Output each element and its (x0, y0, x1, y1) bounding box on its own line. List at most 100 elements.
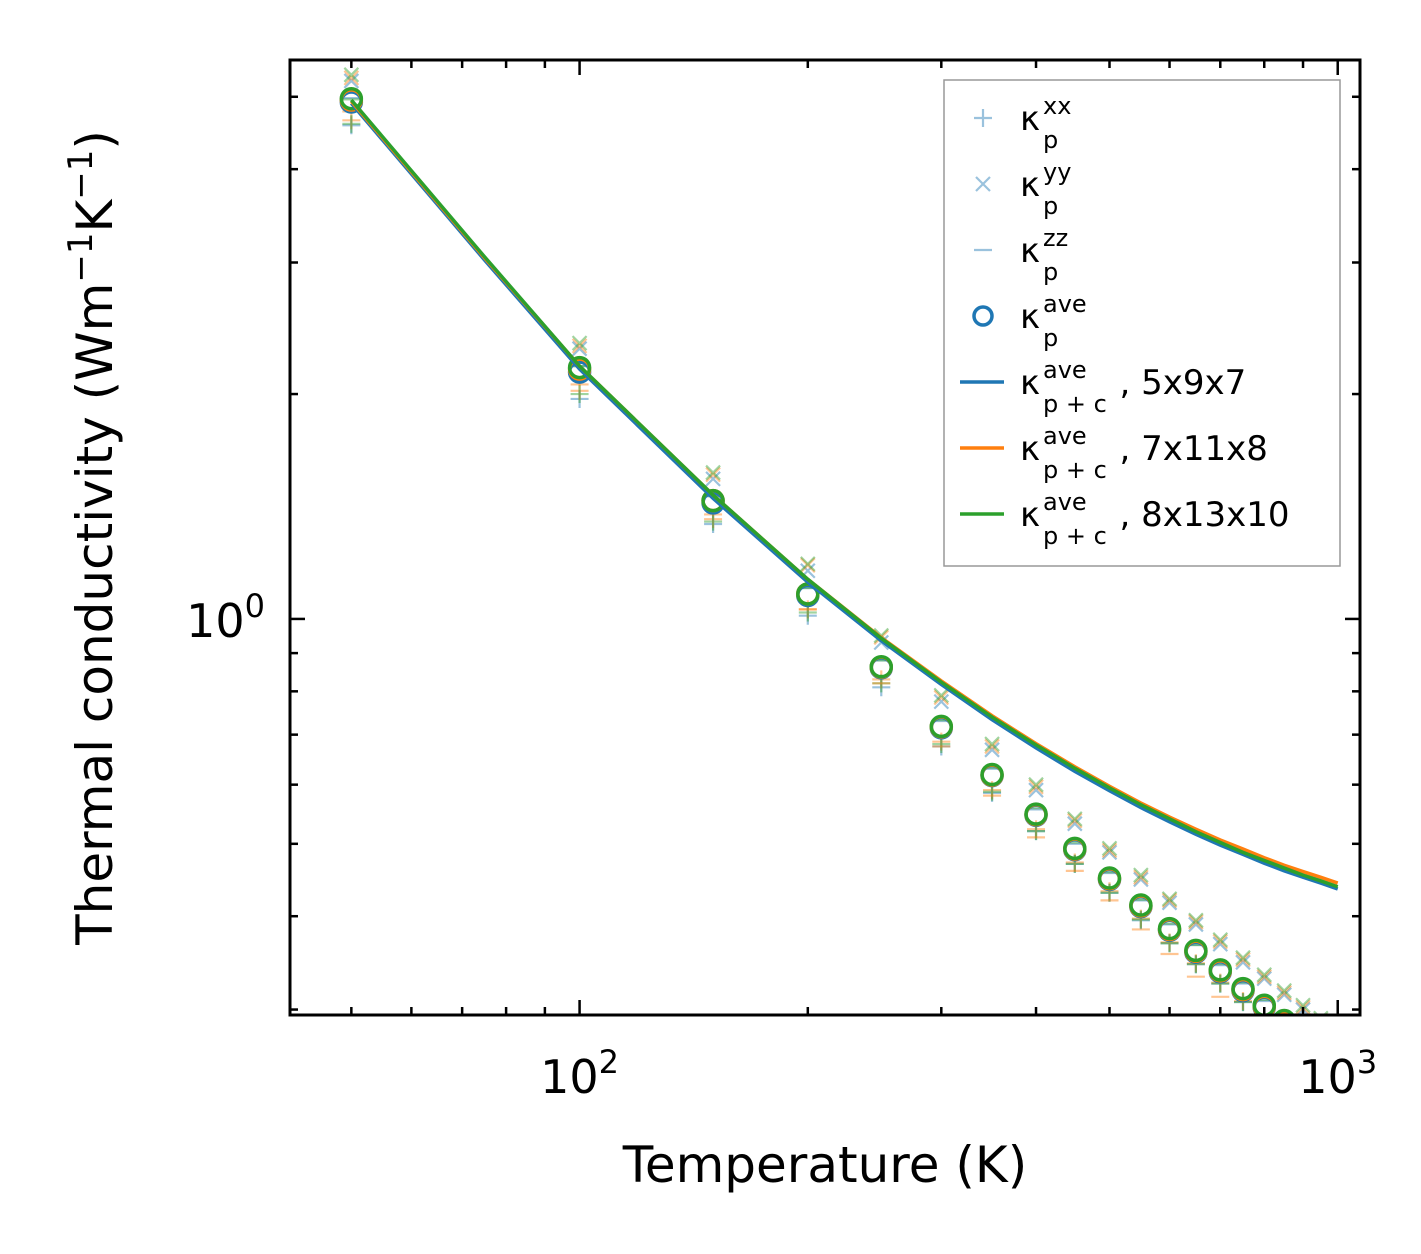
point-x-8x13x10-50 (343, 67, 360, 83)
point-x-5x9x7-50 (343, 73, 360, 89)
point-plus-5x9x7-250 (872, 678, 891, 697)
point-plus-8x13x10-700 (1211, 974, 1230, 993)
point-plus-7x11x8-500 (1100, 882, 1119, 901)
series-x-8x13x10 (343, 67, 1329, 1015)
point-plus-5x9x7-650 (1186, 955, 1205, 974)
point-circle-5x9x7-900 (1293, 1027, 1313, 1047)
point-circle-8x13x10-400 (1024, 802, 1048, 826)
point-x-7x11x8-450 (1067, 812, 1083, 829)
point-circle-7x11x8-900 (1293, 1025, 1313, 1045)
point-x-8x13x10-650 (1188, 912, 1204, 929)
point-x-5x9x7-400 (1028, 782, 1044, 798)
point-plus-7x11x8-600 (1160, 933, 1179, 952)
point-x-8x13x10-350 (984, 736, 1000, 752)
point-x-5x9x7-150 (705, 471, 721, 487)
point-circle-8x13x10-500 (1097, 866, 1122, 890)
line-kappa-pc-2 (350, 98, 1339, 889)
line-kappa-pc-0 (350, 102, 1339, 891)
legend-entry-4: κ ave p + c, 5x9x7 (960, 356, 1246, 418)
point-plus-5x9x7-700 (1211, 974, 1230, 993)
legend-entry-2: κ zz p (974, 224, 1068, 286)
point-plus-7x11x8-100 (570, 381, 589, 400)
point-x-8x13x10-800 (1256, 966, 1273, 983)
point-circle-8x13x10-100 (567, 355, 592, 380)
point-plus-5x9x7-100 (570, 389, 589, 408)
point-x-5x9x7-1000 (1331, 1028, 1345, 1042)
point-x-7x11x8-400 (1028, 779, 1044, 795)
point-plus-5x9x7-300 (932, 737, 951, 756)
legend-label-1: κ yy p (1020, 158, 1071, 220)
legend-label-5: κ ave p + c, 7x11x8 (1020, 422, 1268, 484)
legend-marker-3 (972, 305, 994, 327)
point-circle-8x13x10-900 (1293, 1025, 1313, 1045)
point-plus-7x11x8-550 (1131, 909, 1150, 928)
point-x-5x9x7-600 (1161, 894, 1178, 911)
point-circle-8x13x10-250 (869, 654, 894, 679)
y-tick-label-1: 100 (186, 587, 265, 648)
point-x-7x11x8-700 (1212, 933, 1229, 950)
point-x-8x13x10-100 (571, 335, 588, 351)
series-layer (339, 67, 1345, 1047)
point-circle-8x13x10-450 (1063, 836, 1087, 861)
point-x-7x11x8-550 (1133, 869, 1149, 886)
point-circle-8x13x10-600 (1157, 916, 1182, 941)
point-x-5x9x7-850 (1276, 986, 1292, 1003)
point-x-5x9x7-700 (1212, 936, 1229, 952)
x-tick-label-100: 102 (540, 1043, 619, 1104)
point-plus-5x9x7-200 (798, 606, 817, 625)
point-x-5x9x7-300 (933, 693, 950, 710)
point-x-7x11x8-1000 (1331, 1026, 1345, 1040)
point-plus-5x9x7-150 (704, 514, 723, 533)
point-x-7x11x8-800 (1256, 968, 1273, 985)
point-circle-8x13x10-700 (1208, 958, 1233, 982)
point-x-5x9x7-450 (1067, 815, 1083, 832)
point-x-8x13x10-500 (1101, 840, 1118, 857)
point-plus-5x9x7-850 (1275, 1024, 1293, 1042)
x-tick-label-1000: 103 (1298, 1043, 1377, 1104)
point-x-7x11x8-200 (800, 557, 816, 574)
axes-layer: 102 103 100 Temperature (K) Thermal conducti… (61, 58, 1377, 1194)
point-x-8x13x10-200 (800, 556, 816, 572)
legend-marker-0 (974, 109, 992, 127)
point-x-8x13x10-300 (933, 687, 950, 704)
point-circle-8x13x10-750 (1231, 976, 1255, 1001)
point-circle-8x13x10-50 (339, 86, 364, 111)
legend-entry-6: κ ave p + c, 8x13x10 (960, 488, 1290, 550)
series-x-5x9x7 (343, 73, 1345, 1042)
point-plus-7x11x8-850 (1275, 1024, 1293, 1042)
series-dash-7x11x8 (342, 110, 1230, 998)
legend-label-4: κ ave p + c, 5x9x7 (1020, 356, 1246, 418)
point-x-5x9x7-750 (1235, 954, 1251, 971)
point-x-5x9x7-950 (1314, 1016, 1328, 1030)
point-circle-8x13x10-150 (701, 488, 725, 513)
point-circle-8x13x10-350 (980, 762, 1004, 787)
point-x-7x11x8-750 (1235, 951, 1251, 968)
point-x-8x13x10-850 (1276, 982, 1292, 999)
legend-label-3: κ ave p (1020, 290, 1087, 352)
x-axis-title: Temperature (K) (622, 1136, 1027, 1194)
point-x-8x13x10-750 (1235, 949, 1251, 966)
point-x-7x11x8-650 (1188, 914, 1204, 930)
legend-entry-5: κ ave p + c, 7x11x8 (960, 422, 1268, 484)
point-x-7x11x8-850 (1276, 984, 1292, 1001)
point-x-8x13x10-150 (705, 464, 721, 481)
legend-label-2: κ zz p (1020, 224, 1068, 286)
point-x-8x13x10-450 (1067, 811, 1083, 827)
point-x-5x9x7-350 (984, 742, 1000, 758)
point-circle-8x13x10-550 (1129, 893, 1153, 917)
series-plus-5x9x7 (342, 116, 1293, 1042)
legend-box (943, 79, 1341, 567)
point-x-8x13x10-950 (1313, 1010, 1329, 1015)
legend-entry-1: κ yy p (975, 158, 1071, 220)
point-x-5x9x7-800 (1256, 970, 1273, 987)
point-x-8x13x10-700 (1212, 931, 1229, 948)
legend-label-6: κ ave p + c, 8x13x10 (1020, 488, 1290, 550)
point-circle-8x13x10-850 (1273, 1008, 1295, 1015)
y-axis-title: Thermal conductivity (Wm−1K−1) (61, 130, 124, 946)
point-x-5x9x7-550 (1133, 871, 1149, 888)
point-x-7x11x8-100 (571, 338, 588, 354)
point-x-8x13x10-900 (1295, 997, 1311, 1014)
point-x-7x11x8-50 (343, 70, 360, 86)
point-plus-8x13x10-650 (1186, 955, 1205, 974)
